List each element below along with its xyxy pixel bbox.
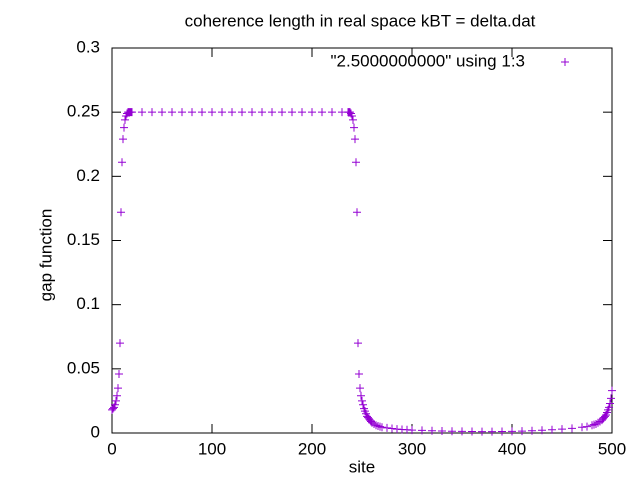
data-point (158, 108, 166, 117)
legend-label: "2.5000000000" using 1:3 (330, 51, 525, 70)
chart-title: coherence length in real space kBT = del… (185, 11, 536, 30)
data-point (608, 386, 616, 395)
data-point (355, 369, 363, 378)
data-point (605, 403, 613, 412)
data-point (121, 115, 129, 124)
data-point (428, 426, 436, 435)
data-point (188, 108, 196, 117)
data-point (458, 427, 466, 436)
data-point (438, 426, 446, 435)
data-point (298, 108, 306, 117)
x-tick-label: 0 (107, 439, 116, 458)
data-point (528, 426, 536, 435)
data-point (318, 108, 326, 117)
data-point (268, 108, 276, 117)
data-point (238, 108, 246, 117)
data-point (228, 108, 236, 117)
y-tick-label: 0 (91, 422, 100, 441)
data-point (258, 108, 266, 117)
data-point (376, 422, 384, 431)
data-point (359, 400, 367, 409)
data-point (478, 427, 486, 436)
data-point (348, 112, 356, 121)
data-point (356, 384, 364, 393)
data-point (590, 420, 598, 429)
data-point (378, 423, 386, 432)
data-point (548, 425, 556, 434)
data-point (111, 400, 119, 409)
x-axis-label: site (349, 457, 375, 476)
data-point (518, 427, 526, 436)
data-point (601, 412, 609, 421)
data-point (408, 426, 416, 435)
data-point (418, 426, 426, 435)
data-point (374, 421, 382, 430)
data-point (349, 115, 357, 124)
data-point (178, 108, 186, 117)
data-point (113, 391, 121, 400)
data-point (372, 421, 380, 430)
x-tick-label: 500 (598, 439, 626, 458)
data-point (138, 108, 146, 117)
data-point (115, 369, 123, 378)
data-point (148, 108, 156, 117)
data-point (488, 427, 496, 436)
x-tick-label: 300 (398, 439, 426, 458)
data-point (538, 426, 546, 435)
y-tick-label: 0.3 (76, 37, 100, 56)
y-tick-label: 0.25 (67, 102, 100, 121)
data-point (328, 108, 336, 117)
x-tick-label: 200 (298, 439, 326, 458)
x-tick-label: 100 (198, 439, 226, 458)
data-point (118, 158, 126, 167)
data-point (208, 108, 216, 117)
data-point (588, 421, 596, 430)
y-tick-label: 0.15 (67, 230, 100, 249)
data-point (498, 427, 506, 436)
data-point (607, 394, 615, 403)
data-point (370, 420, 378, 429)
data-point (583, 422, 591, 431)
data-point (353, 208, 361, 217)
data-point (128, 108, 136, 117)
data-point (114, 384, 122, 393)
data-point (288, 108, 296, 117)
data-point (358, 396, 366, 405)
data-point (168, 108, 176, 117)
data-point (508, 427, 516, 436)
data-point (117, 208, 125, 217)
y-tick-label: 0.2 (76, 166, 100, 185)
data-point (112, 396, 120, 405)
x-tick-label: 400 (498, 439, 526, 458)
data-point (218, 108, 226, 117)
y-tick-label: 0.05 (67, 358, 100, 377)
data-point (346, 108, 354, 117)
data-point (350, 123, 358, 132)
data-point (198, 108, 206, 117)
data-point (383, 423, 391, 432)
data-point (354, 339, 362, 348)
data-point (308, 108, 316, 117)
data-point (468, 427, 476, 436)
data-point (109, 404, 117, 413)
y-tick-label: 0.1 (76, 294, 100, 313)
data-point (448, 427, 456, 436)
data-point (606, 399, 614, 408)
data-point (248, 108, 256, 117)
data-point (352, 158, 360, 167)
data-point (351, 135, 359, 144)
data-point (558, 425, 566, 434)
data-point (120, 123, 128, 132)
data-point (278, 108, 286, 117)
y-axis-label: gap function (36, 209, 55, 302)
data-point (388, 424, 396, 433)
data-point (116, 339, 124, 348)
data-point (119, 135, 127, 144)
legend-marker (561, 58, 569, 66)
data-point (578, 423, 586, 432)
data-point (357, 391, 365, 400)
data-point (568, 424, 576, 433)
